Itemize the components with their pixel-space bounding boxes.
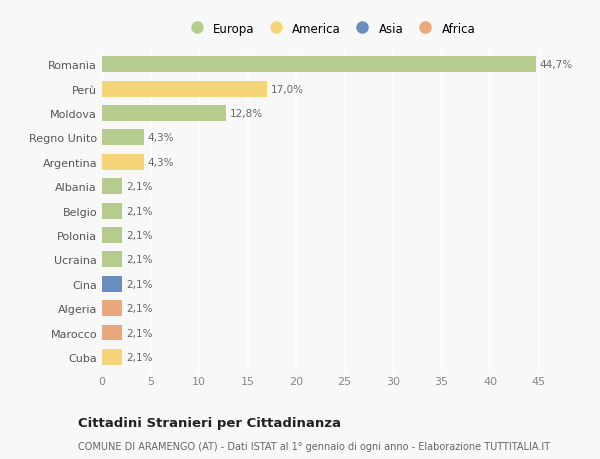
Bar <box>102 57 536 73</box>
Text: 2,1%: 2,1% <box>126 328 153 338</box>
Bar <box>102 155 144 170</box>
Bar <box>102 301 122 316</box>
Text: 44,7%: 44,7% <box>539 60 572 70</box>
Text: 4,3%: 4,3% <box>148 133 174 143</box>
Legend: Europa, America, Asia, Africa: Europa, America, Asia, Africa <box>180 18 480 40</box>
Text: 2,1%: 2,1% <box>126 206 153 216</box>
Text: 4,3%: 4,3% <box>148 157 174 168</box>
Bar <box>102 228 122 243</box>
Text: 2,1%: 2,1% <box>126 303 153 313</box>
Bar <box>102 325 122 341</box>
Bar <box>102 349 122 365</box>
Text: Cittadini Stranieri per Cittadinanza: Cittadini Stranieri per Cittadinanza <box>78 416 341 429</box>
Bar <box>102 203 122 219</box>
Text: 17,0%: 17,0% <box>271 84 304 95</box>
Text: 2,1%: 2,1% <box>126 230 153 241</box>
Text: 12,8%: 12,8% <box>230 109 263 119</box>
Bar <box>102 179 122 195</box>
Bar <box>102 106 226 122</box>
Bar <box>102 82 267 97</box>
Bar <box>102 130 144 146</box>
Text: 2,1%: 2,1% <box>126 279 153 289</box>
Text: 2,1%: 2,1% <box>126 182 153 192</box>
Bar <box>102 276 122 292</box>
Text: COMUNE DI ARAMENGO (AT) - Dati ISTAT al 1° gennaio di ogni anno - Elaborazione T: COMUNE DI ARAMENGO (AT) - Dati ISTAT al … <box>78 441 550 451</box>
Text: 2,1%: 2,1% <box>126 352 153 362</box>
Bar <box>102 252 122 268</box>
Text: 2,1%: 2,1% <box>126 255 153 265</box>
